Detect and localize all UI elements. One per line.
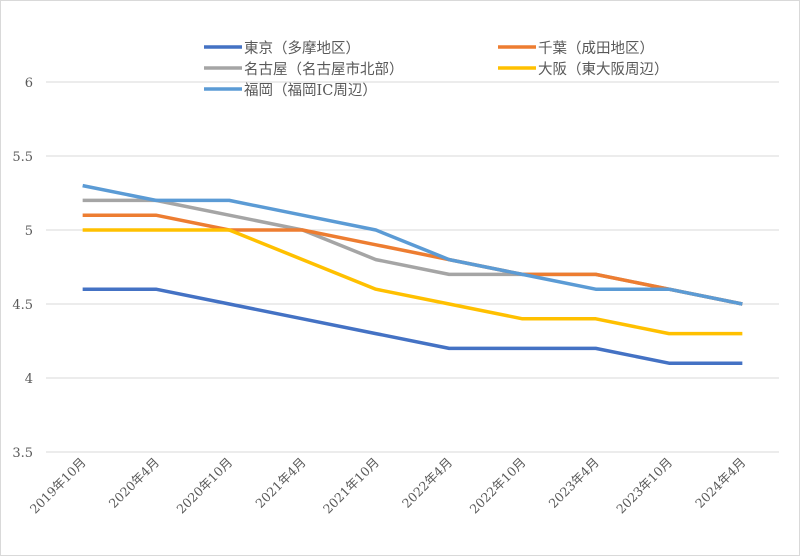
x-tick-label: 2024年4月 [692,455,748,511]
x-tick-label: 2023年4月 [545,455,601,511]
legend: 東京（多摩地区） 千葉（成田地区） 名古屋（名古屋市北部） 大阪（東大阪周辺） 福岡（福… [204,39,669,99]
x-tick-label: 2020年10月 [173,455,235,517]
x-tick-label: 2022年10月 [467,455,529,517]
legend-label: 福岡（福岡IC周辺） [244,82,377,99]
y-tick-label: 4 [25,372,33,387]
y-axis-ticks: 3.5 4 4.5 5 5.5 6 [12,76,33,461]
series-line-3 [82,228,743,336]
legend-label: 千葉（成田地区） [538,40,654,57]
legend-label: 名古屋（名古屋市北部） [244,61,404,78]
x-tick-label: 2021年4月 [252,455,308,511]
y-tick-label: 4.5 [12,298,33,313]
series-line-1 [82,213,743,306]
x-tick-label: 2023年10月 [613,455,675,517]
legend-label: 東京（多摩地区） [244,39,360,57]
series-line-0 [82,287,743,365]
y-tick-label: 3.5 [12,446,33,461]
y-tick-label: 5.5 [12,150,33,165]
x-tick-label: 2022年4月 [399,455,455,511]
series-line-4 [82,183,743,306]
series-lines [82,183,743,365]
legend-label: 大阪（東大阪周辺） [538,61,669,78]
x-axis-ticks: 2019年10月 2020年4月 2020年10月 2021年4月 2021年10月 20… [27,455,749,517]
x-tick-label: 2021年10月 [320,455,382,517]
x-tick-label: 2019年10月 [27,455,89,517]
y-tick-label: 6 [25,76,33,91]
x-tick-label: 2020年4月 [106,455,162,511]
y-tick-label: 5 [25,224,33,239]
